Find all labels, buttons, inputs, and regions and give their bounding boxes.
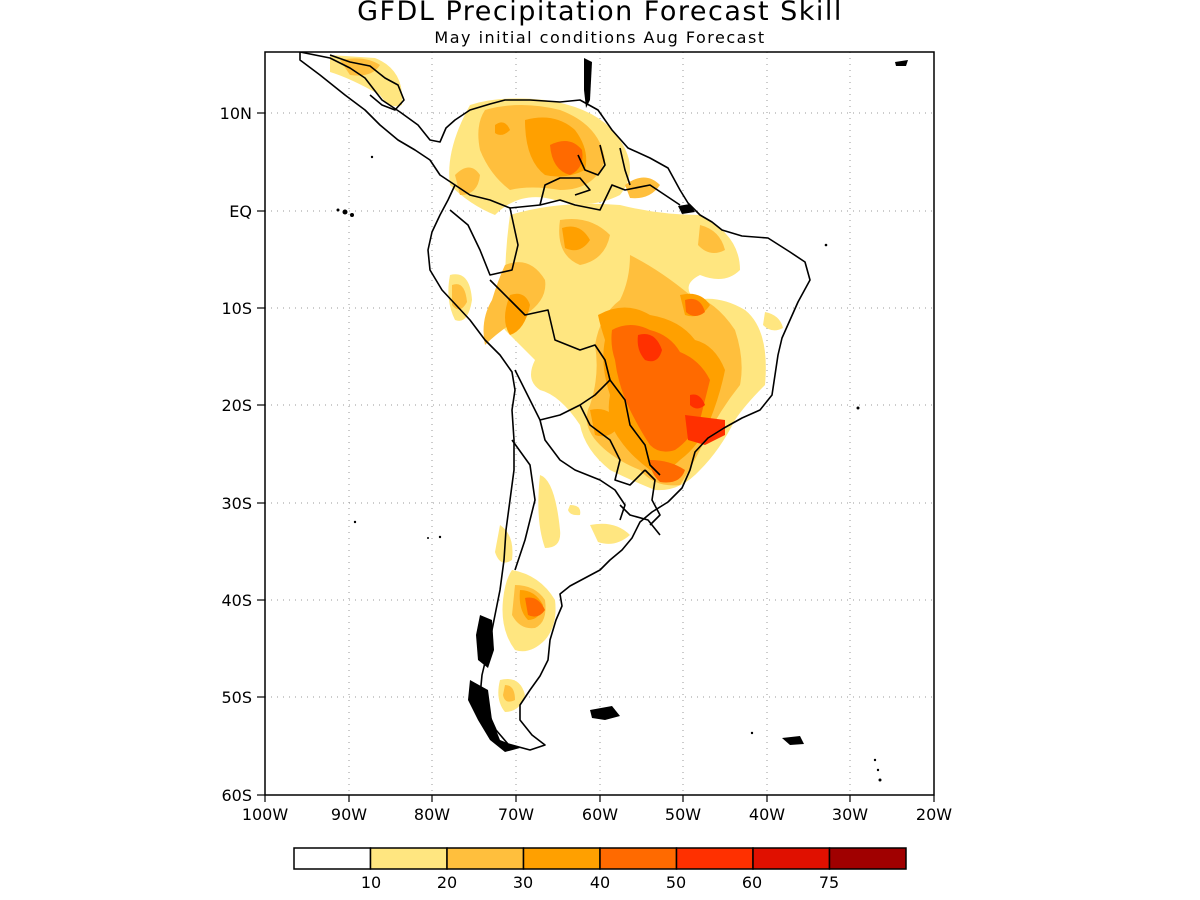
y-tick-label: 30S: [221, 494, 252, 513]
x-tick-label: 80W: [414, 805, 450, 824]
y-tick-label: 60S: [221, 786, 252, 805]
chart-title: GFDL Precipitation Forecast Skill: [357, 0, 843, 27]
islands: [336, 58, 908, 782]
colorbar-swatch: [446, 847, 525, 870]
coastlines-and-borders: [299, 52, 811, 751]
colorbar-label: 75: [819, 873, 839, 892]
colorbar-swatch: [293, 847, 372, 870]
x-tick-label: 70W: [498, 805, 534, 824]
x-tick-label: 30W: [832, 805, 868, 824]
y-tick-label: 40S: [221, 591, 252, 610]
y-tick-label: 10N: [220, 104, 252, 123]
colorbar-label: 10: [361, 873, 381, 892]
skill-level-50-60: [637, 334, 725, 445]
colorbar-swatch: [599, 847, 678, 870]
chart-subtitle: May initial conditions Aug Forecast: [434, 28, 766, 47]
colorbar-label: 30: [513, 873, 533, 892]
y-tick-label: 50S: [221, 688, 252, 707]
y-tick-label: EQ: [229, 202, 252, 221]
colorbar-swatch: [369, 847, 448, 870]
colorbar-label: 60: [742, 873, 762, 892]
colorbar-swatch: [752, 847, 831, 870]
x-tick-label: 100W: [242, 805, 289, 824]
axis-ticks: [257, 112, 935, 802]
x-tick-label: 40W: [749, 805, 785, 824]
y-tick-label: 10S: [221, 299, 252, 318]
x-tick-label: 90W: [331, 805, 367, 824]
continent-coastline: [299, 52, 811, 751]
colorbar-swatch: [522, 847, 601, 870]
colorbar-swatch: [675, 847, 754, 870]
y-tick-label: 20S: [221, 396, 252, 415]
colorbar-label: 20: [437, 873, 457, 892]
skill-shading: [330, 55, 783, 712]
x-tick-label: 50W: [665, 805, 701, 824]
x-tick-label: 60W: [582, 805, 618, 824]
colorbar-label: 40: [590, 873, 610, 892]
colorbar-label: 50: [666, 873, 686, 892]
x-tick-label: 20W: [916, 805, 952, 824]
colorbar-swatch: [828, 847, 907, 870]
skill-level-40-50: [525, 141, 710, 617]
colorbar: 10 20 30 40 50 60 75: [293, 847, 907, 892]
